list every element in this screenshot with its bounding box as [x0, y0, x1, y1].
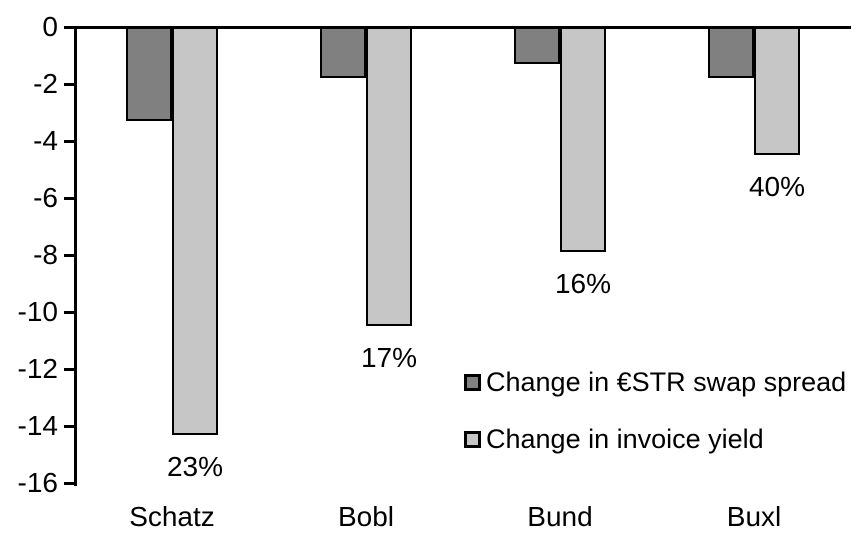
y-axis-line — [74, 25, 77, 486]
y-axis-label: -12 — [17, 353, 58, 384]
data-label-schatz: 23% — [166, 450, 224, 482]
data-label-bobl: 17% — [360, 342, 418, 374]
bar-swap-spread-schatz — [126, 27, 172, 122]
legend: Change in €STR swap spread Change in inv… — [464, 366, 846, 480]
legend-label-invoice-yield: Change in invoice yield — [486, 424, 764, 454]
y-axis-tick — [64, 253, 74, 257]
bar-swap-spread-bobl — [320, 27, 366, 79]
y-axis-tick — [64, 25, 74, 29]
category-label-schatz: Schatz — [129, 501, 215, 532]
y-axis-label: -4 — [33, 125, 58, 156]
bar-invoice-yield-bund — [560, 27, 606, 253]
y-axis-label: -16 — [17, 467, 58, 498]
bar-swap-spread-bund — [514, 27, 560, 65]
y-axis-tick — [64, 367, 74, 371]
legend-label-swap-spread: Change in €STR swap spread — [486, 367, 847, 397]
category-label-buxl: Buxl — [726, 501, 782, 532]
y-axis-label: -2 — [33, 68, 58, 99]
zero-line — [74, 25, 851, 29]
y-axis-tick — [64, 481, 74, 485]
legend-item-swap-spread: Change in €STR swap spread — [464, 366, 846, 398]
legend-item-invoice-yield: Change in invoice yield — [464, 423, 846, 455]
data-label-buxl: 40% — [748, 171, 806, 203]
y-axis-label: -8 — [33, 239, 58, 270]
category-label-bund: Bund — [527, 501, 593, 532]
y-axis-tick — [64, 310, 74, 314]
legend-swatch-swap-spread — [464, 373, 481, 391]
y-axis-label: -6 — [33, 182, 58, 213]
y-axis-label: -14 — [17, 410, 58, 441]
bar-invoice-yield-bobl — [366, 27, 412, 327]
bar-invoice-yield-buxl — [754, 27, 800, 156]
y-axis-label: 0 — [42, 11, 58, 42]
y-axis-label: -10 — [17, 296, 58, 327]
bar-swap-spread-buxl — [708, 27, 754, 79]
bar-invoice-yield-schatz — [172, 27, 218, 435]
y-axis-tick — [64, 196, 74, 200]
category-label-bobl: Bobl — [337, 501, 395, 532]
data-label-bund: 16% — [554, 268, 612, 300]
y-axis-tick — [64, 424, 74, 428]
y-axis-tick — [64, 139, 74, 143]
legend-swatch-invoice-yield — [464, 430, 481, 448]
y-axis-tick — [64, 82, 74, 86]
